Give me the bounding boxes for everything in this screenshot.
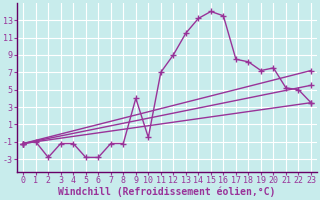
- X-axis label: Windchill (Refroidissement éolien,°C): Windchill (Refroidissement éolien,°C): [58, 187, 276, 197]
